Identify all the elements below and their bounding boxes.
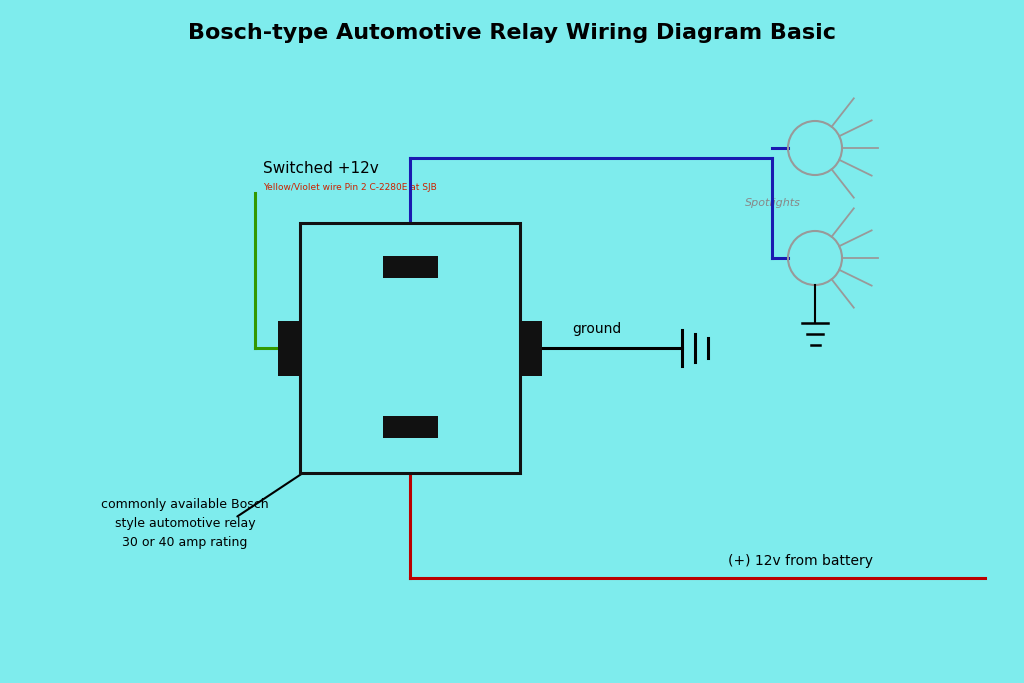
Bar bbox=[383, 256, 437, 278]
Bar bbox=[520, 320, 542, 376]
Text: (+) 12v from battery: (+) 12v from battery bbox=[727, 554, 872, 568]
Text: Yellow/Violet wire Pin 2 C-2280E at SJB: Yellow/Violet wire Pin 2 C-2280E at SJB bbox=[263, 183, 437, 192]
Text: 30: 30 bbox=[402, 398, 418, 411]
Text: ground: ground bbox=[572, 322, 622, 336]
Text: Switched +12v: Switched +12v bbox=[263, 161, 379, 176]
Text: 87: 87 bbox=[402, 283, 418, 296]
Text: commonly available Bosch
style automotive relay
30 or 40 amp rating: commonly available Bosch style automotiv… bbox=[101, 498, 269, 549]
Bar bbox=[383, 416, 437, 438]
Bar bbox=[278, 320, 300, 376]
Bar bbox=[300, 223, 520, 473]
Text: 86: 86 bbox=[319, 342, 336, 354]
Text: Spotlights: Spotlights bbox=[745, 198, 801, 208]
Text: 85: 85 bbox=[484, 342, 500, 354]
Text: Bosch-type Automotive Relay Wiring Diagram Basic: Bosch-type Automotive Relay Wiring Diagr… bbox=[188, 23, 836, 43]
